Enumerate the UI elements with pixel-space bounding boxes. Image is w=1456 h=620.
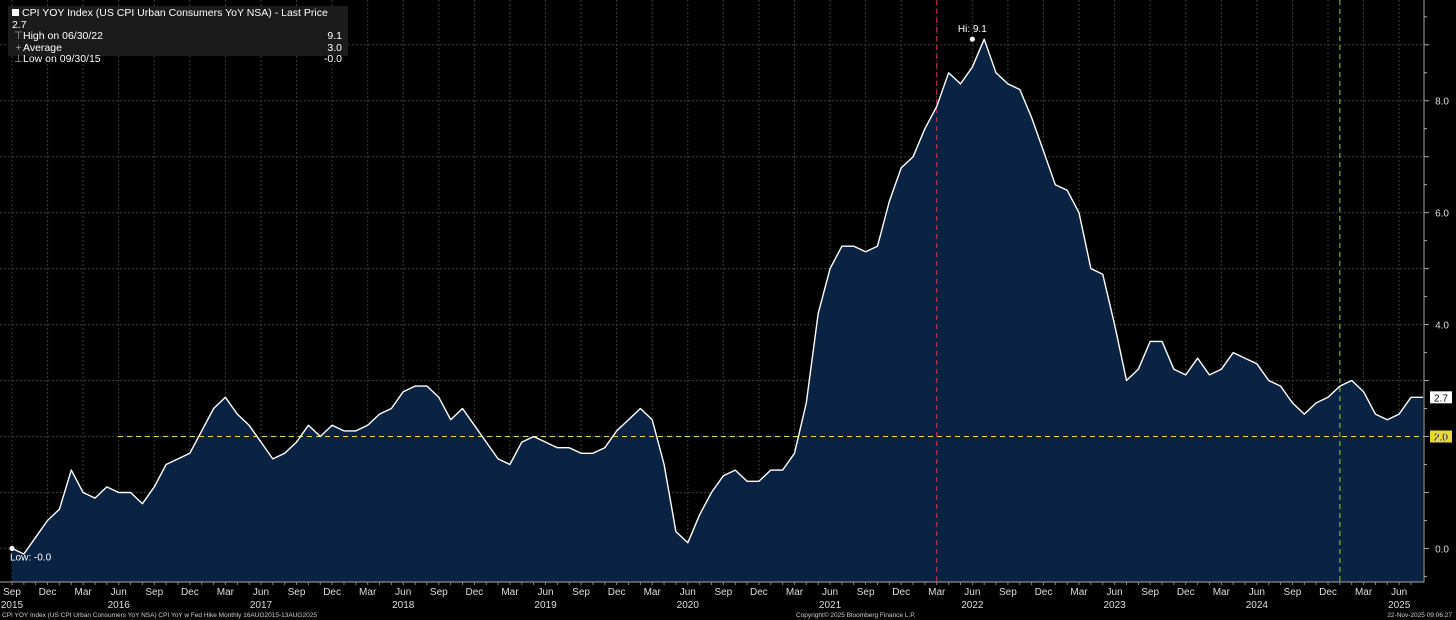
x-tick-label: Mar [75,587,93,598]
x-tick-label: Dec [181,587,199,598]
last-value-label-bg [1430,391,1452,404]
legend-high-label: High on 06/30/22 [23,30,103,42]
legend-title: CPI YOY Index (US CPI Urban Consumers Yo… [12,7,328,31]
x-year-label: 2017 [250,600,273,611]
x-tick-label: Mar [501,587,519,598]
x-tick-label: Sep [1284,587,1302,598]
x-tick-label: Mar [1213,587,1231,598]
x-year-label: 2022 [961,600,984,611]
average-marker-icon: + [15,41,22,54]
x-tick-label: Sep [1141,587,1159,598]
x-year-label: 2023 [1103,600,1126,611]
x-year-label: 2018 [392,600,415,611]
footer-source: CPI YOY Index (US CPI Urban Consumers Yo… [2,612,317,619]
footer-copyright: Copyright© 2025 Bloomberg Finance L.P. [796,612,916,619]
legend-average-value: 3.0 [327,41,342,54]
legend-low-label: Low on 09/30/15 [23,53,101,65]
chart-legend: CPI YOY Index (US CPI Urban Consumers Yo… [8,6,348,65]
footer-timestamp: 22-Nov-2025 09:06:27 [1387,612,1452,619]
ref-label-bg-fed-target [1430,430,1452,443]
x-tick-label: Dec [608,587,626,598]
x-tick-label: Jun [253,587,269,598]
x-tick-label: Sep [857,587,875,598]
x-tick-label: Sep [430,587,448,598]
high-marker-icon: ⊤ [14,30,24,42]
y-tick-label: 0.0 [1435,544,1449,555]
x-tick-label: Dec [39,587,57,598]
legend-row-average: +Average 3.0 [12,41,344,55]
legend-low-value: -0.0 [323,53,342,65]
x-tick-label: Sep [145,587,163,598]
x-tick-label: Jun [822,587,838,598]
x-tick-label: Jun [964,587,980,598]
x-tick-label: Jun [1107,587,1123,598]
annotation-low-label: Low: -0.0 [10,552,52,563]
y-axis: 0.0 2.0 4.0 6.0 8.0 2.7 [1423,0,1452,582]
x-tick-label: Sep [999,587,1017,598]
x-tick-label: Jun [537,587,553,598]
x-tick-label: Jun [111,587,127,598]
x-tick-label: Mar [786,587,804,598]
series-area-fill [12,39,1423,582]
x-tick-label: Jun [395,587,411,598]
ref-label-fed-target: 2.0 [1434,433,1448,444]
annotation-marker [9,545,15,552]
y-tick-label: 6.0 [1435,209,1449,220]
chart-annotations: Hi: 9.1 Low: -0.0 [9,24,987,563]
x-tick-label: Jun [1391,587,1407,598]
low-marker-icon: ⊥ [14,53,24,65]
x-tick-label: Dec [1319,587,1337,598]
chart-area-layer [12,39,1423,582]
x-tick-label: Dec [892,587,910,598]
x-tick-label: Dec [465,587,483,598]
x-year-label: 2015 [1,600,24,611]
x-tick-label: Mar [928,587,946,598]
x-year-label: 2024 [1246,600,1269,611]
x-tick-label: Mar [644,587,662,598]
x-tick-label: Mar [359,587,377,598]
x-year-label: 2025 [1388,600,1411,611]
x-tick-label: Sep [714,587,732,598]
legend-average-label: Average [23,41,62,54]
x-year-label: 2021 [819,600,842,611]
x-tick-label: Dec [750,587,768,598]
x-tick-label: Dec [1177,587,1195,598]
y-tick-label: 4.0 [1435,321,1449,332]
chart-line-layer [11,38,1423,555]
annotation-high-label: Hi: 9.1 [958,24,987,35]
y-tick-label: 2.0 [1435,433,1449,444]
x-tick-label: Dec [323,587,341,598]
x-tick-label: Sep [3,587,21,598]
x-axis: Sep 2015 Dec Mar Jun 2016 Sep Dec Mar Jun 2017 Sep D… [0,581,1424,611]
annotation-marker [969,36,975,42]
x-tick-label: Sep [572,587,590,598]
legend-row-high: ⊤High on 06/30/22 9.1 [12,30,344,43]
x-tick-label: Mar [1070,587,1088,598]
series-line [11,38,1423,555]
reference-lines: 2.0 [118,0,1452,582]
x-tick-label: Jun [680,587,696,598]
x-tick-label: Mar [217,587,235,598]
x-year-label: 2020 [677,600,700,611]
x-year-label: 2016 [108,600,131,611]
x-tick-label: Mar [1355,587,1373,598]
y-tick-label: 8.0 [1435,97,1449,108]
x-tick-label: Jun [1249,587,1265,598]
x-tick-label: Sep [288,587,306,598]
series-swatch-icon [12,9,19,16]
legend-row-low: ⊥Low on 09/30/15 -0.0 [12,53,344,66]
last-value-label: 2.7 [1434,393,1448,404]
legend-high-value: 9.1 [327,30,342,42]
x-year-label: 2019 [534,600,557,611]
x-tick-label: Dec [1035,587,1053,598]
